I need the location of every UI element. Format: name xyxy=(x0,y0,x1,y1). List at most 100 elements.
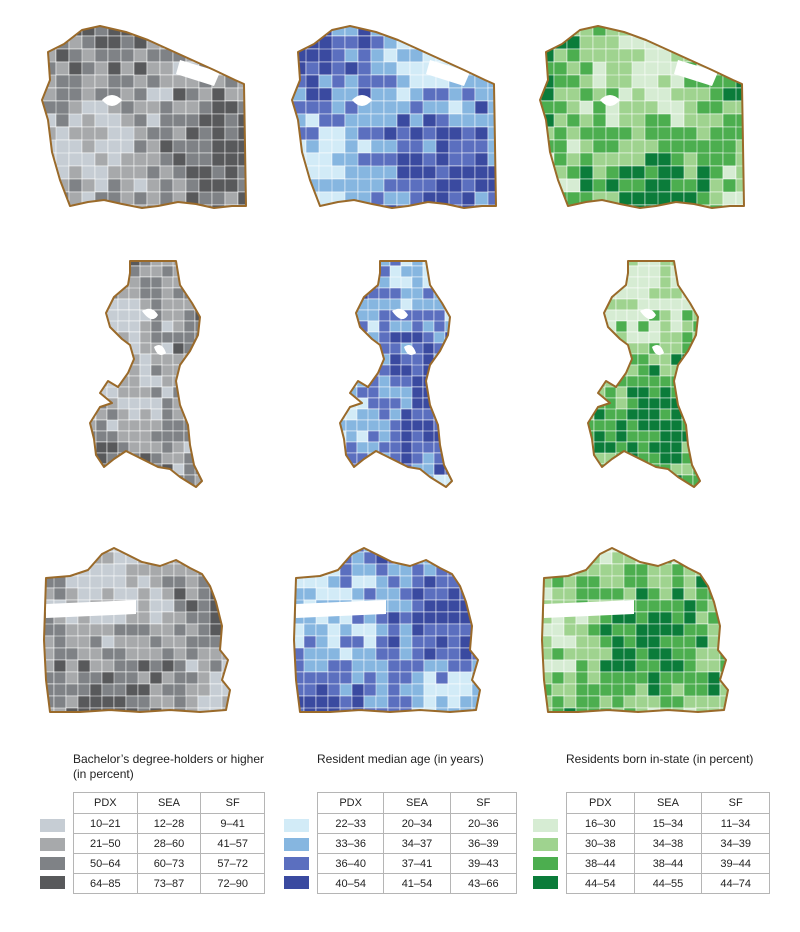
tract xyxy=(206,453,217,475)
tract xyxy=(561,431,583,442)
water-area xyxy=(46,600,136,618)
tract xyxy=(615,419,628,432)
tract xyxy=(528,398,539,409)
tract xyxy=(261,332,280,343)
tract xyxy=(53,647,67,661)
tract xyxy=(683,26,698,37)
legend-range-sea: 34–37 xyxy=(383,833,451,854)
tract xyxy=(489,299,500,310)
tract xyxy=(264,75,277,88)
tract xyxy=(161,320,174,333)
tract xyxy=(292,126,294,141)
tract xyxy=(659,599,673,613)
tract xyxy=(588,331,595,344)
tract xyxy=(511,409,522,420)
tract xyxy=(357,113,372,128)
tract xyxy=(447,548,461,553)
tract xyxy=(90,265,97,278)
tract xyxy=(550,255,561,266)
tract xyxy=(461,26,489,37)
tract xyxy=(478,453,489,464)
tract xyxy=(396,48,411,63)
tract xyxy=(313,343,324,354)
tract xyxy=(313,354,335,376)
tract xyxy=(501,88,514,114)
tract xyxy=(389,474,413,487)
tract xyxy=(707,683,721,697)
tract xyxy=(508,660,520,672)
tract xyxy=(756,624,768,636)
tract xyxy=(224,100,239,115)
tract xyxy=(378,463,402,476)
tract xyxy=(303,623,317,637)
tract xyxy=(239,288,261,299)
tract xyxy=(55,204,70,208)
tract xyxy=(194,386,202,399)
tract xyxy=(305,74,320,89)
portland-outline-icon xyxy=(291,25,527,220)
tract xyxy=(340,353,347,366)
tract xyxy=(270,552,280,564)
tract xyxy=(90,261,108,267)
tract xyxy=(579,139,594,154)
tract xyxy=(593,276,617,289)
tract xyxy=(63,288,85,299)
water-area xyxy=(296,600,386,618)
tract xyxy=(159,74,174,89)
water-area xyxy=(652,345,664,355)
tract xyxy=(173,671,187,685)
tract xyxy=(327,635,341,649)
tract xyxy=(270,600,280,612)
tract xyxy=(768,636,778,660)
tract xyxy=(759,431,778,442)
tract xyxy=(511,255,522,266)
tract xyxy=(484,660,508,672)
tract xyxy=(339,671,353,685)
tract xyxy=(172,331,185,344)
tract xyxy=(567,10,580,23)
tract xyxy=(540,178,542,193)
tract xyxy=(572,354,583,365)
tract xyxy=(748,343,770,354)
tract xyxy=(77,635,91,649)
tract xyxy=(692,408,700,432)
tract xyxy=(732,672,744,684)
tract xyxy=(234,564,258,576)
tract xyxy=(107,126,122,141)
tract xyxy=(185,611,199,625)
tract xyxy=(291,442,302,453)
tract xyxy=(363,575,377,589)
tract xyxy=(681,265,694,278)
tract xyxy=(161,485,185,487)
tract xyxy=(41,310,63,321)
tract xyxy=(356,261,369,267)
tract xyxy=(770,288,778,299)
tract xyxy=(567,218,580,220)
tract xyxy=(659,611,673,625)
tract xyxy=(514,218,527,220)
tract xyxy=(172,139,187,154)
tract xyxy=(370,74,385,89)
tract xyxy=(422,364,446,377)
tract xyxy=(90,452,97,465)
tract xyxy=(95,364,108,377)
tract xyxy=(339,623,353,637)
tract xyxy=(484,624,496,636)
tract xyxy=(81,113,96,128)
tract xyxy=(217,299,239,310)
tract xyxy=(551,563,565,577)
tract xyxy=(539,310,550,332)
tract xyxy=(657,178,672,193)
tract xyxy=(324,365,335,376)
tract xyxy=(444,320,452,333)
tract xyxy=(593,287,606,300)
tract xyxy=(659,647,673,661)
tract xyxy=(657,126,672,141)
tract xyxy=(149,548,163,553)
tract xyxy=(291,398,302,420)
tract xyxy=(101,647,115,661)
tract xyxy=(719,623,728,637)
tract xyxy=(500,310,522,321)
tract xyxy=(291,453,313,464)
tract xyxy=(305,126,320,141)
